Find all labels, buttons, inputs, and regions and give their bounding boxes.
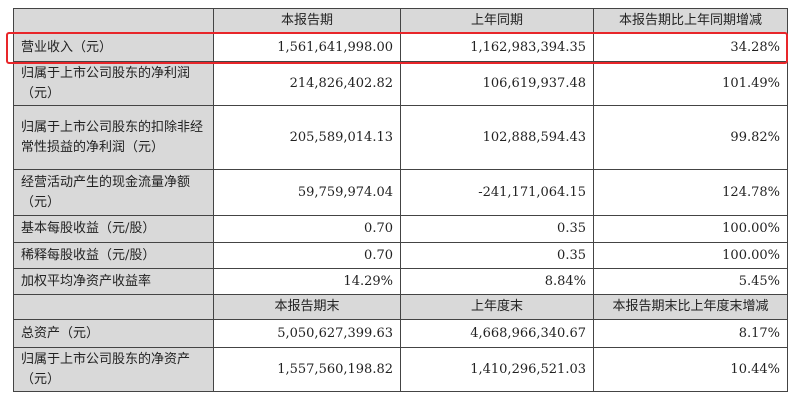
cell-value: 1,557,560,198.82 — [213, 347, 401, 392]
cell-value: 205,589,014.13 — [213, 105, 401, 170]
cell-value: 14.29% — [213, 268, 401, 295]
cell-value: 34.28% — [593, 33, 788, 62]
cell-value: 10.44% — [593, 347, 788, 392]
row-label: 总资产（元） — [13, 319, 214, 348]
column-header: 上年度末 — [400, 294, 594, 320]
row-label: 营业收入（元） — [13, 33, 214, 62]
column-header: 本报告期 — [213, 8, 401, 34]
column-header: 本报告期末 — [213, 294, 401, 320]
cell-value: 99.82% — [593, 105, 788, 170]
cell-value: 1,561,641,998.00 — [213, 33, 401, 62]
cell-value: 106,619,937.48 — [400, 61, 594, 106]
table-row: 加权平均净资产收益率 14.29% 8.84% 5.45% — [13, 268, 788, 295]
cell-value: 8.84% — [400, 268, 594, 295]
header-row: 本报告期末 上年度末 本报告期末比上年度末增减 — [13, 294, 788, 320]
cell-value: 101.49% — [593, 61, 788, 106]
row-label: 加权平均净资产收益率 — [13, 268, 214, 295]
column-header: 本报告期比上年同期增减 — [593, 8, 788, 34]
column-header: 本报告期末比上年度末增减 — [593, 294, 788, 320]
cell-value: 1,162,983,394.35 — [400, 33, 594, 62]
table-row: 归属于上市公司股东的扣除非经常性损益的净利润（元） 205,589,014.13 1… — [13, 105, 788, 170]
cell-value: -241,171,064.15 — [400, 169, 594, 216]
header-row: 本报告期 上年同期 本报告期比上年同期增减 — [13, 8, 788, 34]
cell-value: 59,759,974.04 — [213, 169, 401, 216]
cell-value: 100.00% — [593, 215, 788, 243]
financial-summary-table: 本报告期 上年同期 本报告期比上年同期增减 营业收入（元） 1,561,641,998.… — [13, 8, 788, 392]
cell-value: 0.70 — [213, 215, 401, 243]
cell-value: 5,050,627,399.63 — [213, 319, 401, 348]
row-label: 经营活动产生的现金流量净额（元） — [13, 169, 214, 216]
cell-value: 102,888,594.43 — [400, 105, 594, 170]
row-label: 归属于上市公司股东的扣除非经常性损益的净利润（元） — [13, 105, 214, 170]
cell-value: 4,668,966,340.67 — [400, 319, 594, 348]
row-label: 归属于上市公司股东的净利润（元） — [13, 61, 214, 106]
column-header — [13, 294, 214, 320]
cell-value: 0.35 — [400, 242, 594, 269]
cell-value: 1,410,296,521.03 — [400, 347, 594, 392]
column-header — [13, 8, 214, 34]
table-row: 营业收入（元） 1,561,641,998.00 1,162,983,394.35 3… — [13, 33, 788, 62]
row-label: 基本每股收益（元/股） — [13, 215, 214, 243]
table-row: 经营活动产生的现金流量净额（元） 59,759,974.04 -241,171,06… — [13, 169, 788, 216]
row-label: 归属于上市公司股东的净资产（元） — [13, 347, 214, 392]
cell-value: 124.78% — [593, 169, 788, 216]
table-row: 基本每股收益（元/股） 0.70 0.35 100.00% — [13, 215, 788, 243]
table-row: 总资产（元） 5,050,627,399.63 4,668,966,340.67 8.… — [13, 319, 788, 348]
cell-value: 0.35 — [400, 215, 594, 243]
table-row: 归属于上市公司股东的净利润（元） 214,826,402.82 106,619,93… — [13, 61, 788, 106]
row-label: 稀释每股收益（元/股） — [13, 242, 214, 269]
table-row: 归属于上市公司股东的净资产（元） 1,557,560,198.82 1,410,29… — [13, 347, 788, 392]
column-header: 上年同期 — [400, 8, 594, 34]
cell-value: 0.70 — [213, 242, 401, 269]
cell-value: 5.45% — [593, 268, 788, 295]
cell-value: 8.17% — [593, 319, 788, 348]
table-row: 稀释每股收益（元/股） 0.70 0.35 100.00% — [13, 242, 788, 269]
cell-value: 214,826,402.82 — [213, 61, 401, 106]
cell-value: 100.00% — [593, 242, 788, 269]
